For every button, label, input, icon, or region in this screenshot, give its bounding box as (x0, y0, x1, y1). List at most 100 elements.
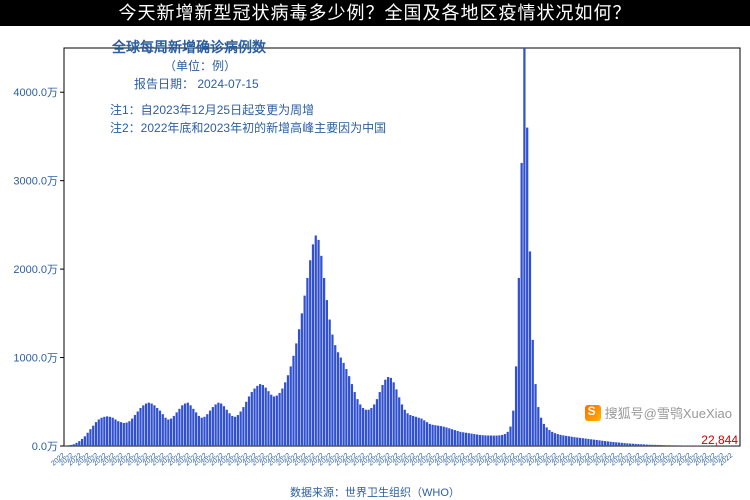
bar (334, 345, 336, 446)
bar (643, 444, 645, 446)
bar (632, 444, 634, 446)
bar (521, 163, 523, 446)
bar (415, 417, 417, 446)
bar (245, 402, 247, 446)
bar (156, 408, 158, 446)
bar (548, 430, 550, 446)
bar (228, 413, 230, 446)
bar (231, 416, 233, 446)
bar (465, 433, 467, 446)
bar (114, 419, 116, 446)
bar (262, 385, 264, 446)
bar (420, 419, 422, 446)
bar (195, 412, 197, 446)
covid-weekly-bar-chart: 0.0万1000.0万2000.0万3000.0万4000.0万20222022… (0, 26, 750, 500)
bar (381, 385, 383, 446)
bar (373, 404, 375, 446)
bar (674, 445, 676, 446)
bar (312, 244, 314, 446)
bar (217, 403, 219, 446)
chart-title: 全球每周新增确诊病例数 (111, 39, 267, 55)
bar (125, 423, 127, 446)
bar (618, 443, 620, 446)
bar (440, 426, 442, 446)
bar (654, 445, 656, 446)
bar (134, 415, 136, 446)
bar (390, 378, 392, 446)
bar (451, 429, 453, 446)
bar (212, 407, 214, 446)
bar (365, 410, 367, 446)
bar (159, 411, 161, 446)
bar (368, 410, 370, 446)
bar (176, 412, 178, 446)
bar (265, 388, 267, 446)
bar (635, 444, 637, 446)
bar (515, 366, 517, 446)
bar (75, 443, 77, 446)
bar (95, 422, 97, 446)
bar (142, 405, 144, 446)
bar (623, 443, 625, 446)
bar (434, 425, 436, 446)
bar (418, 418, 420, 446)
bar (276, 396, 278, 446)
bar (354, 392, 356, 446)
bar (393, 382, 395, 446)
bar (637, 444, 639, 446)
bar (70, 445, 72, 446)
bar (84, 436, 86, 446)
bar (468, 433, 470, 446)
bar (295, 343, 297, 446)
bar (445, 427, 447, 446)
bar (317, 240, 319, 446)
bar (437, 426, 439, 446)
bar (267, 391, 269, 446)
bar (323, 278, 325, 446)
bar (490, 435, 492, 446)
bar (326, 300, 328, 446)
bar (479, 435, 481, 446)
bar (98, 419, 100, 446)
bar (590, 439, 592, 446)
bar (89, 429, 91, 446)
note2: 注2：2022年底和2023年初的新增高峰主要因为中国 (110, 120, 386, 135)
bar (206, 414, 208, 446)
bar (443, 427, 445, 446)
bar (482, 435, 484, 446)
bar (112, 418, 114, 446)
bar (337, 352, 339, 446)
bar (601, 441, 603, 446)
y-tick-label: 3000.0万 (13, 176, 58, 188)
bar (106, 416, 108, 446)
bar (348, 376, 350, 446)
bar (234, 417, 236, 446)
bar (148, 403, 150, 446)
x-axis-labels: 2022202220222022202220222022202220222022… (50, 452, 734, 467)
bar (248, 396, 250, 446)
bar (198, 416, 200, 446)
bar (209, 411, 211, 446)
bar (306, 278, 308, 446)
bar (351, 384, 353, 446)
y-tick-label: 4000.0万 (13, 87, 58, 99)
bar (682, 445, 684, 446)
bar (504, 434, 506, 446)
bar (151, 404, 153, 446)
bar (100, 418, 102, 446)
note1: 注1：自2023年12月25日起变更为周增 (110, 102, 314, 117)
bar (117, 421, 119, 446)
bar (509, 427, 511, 446)
bar (273, 396, 275, 446)
header-title: 今天新增新型冠状病毒多少例？全国及各地区疫情状况如何？ (119, 3, 632, 23)
bar (242, 407, 244, 446)
bar (557, 434, 559, 446)
bar (287, 375, 289, 446)
bar (384, 380, 386, 446)
bar (290, 366, 292, 446)
bar (164, 418, 166, 446)
page-header: 今天新增新型冠状病毒多少例？全国及各地区疫情状况如何？ (0, 0, 750, 26)
bar (73, 444, 75, 446)
bar (604, 441, 606, 446)
bar (220, 404, 222, 446)
